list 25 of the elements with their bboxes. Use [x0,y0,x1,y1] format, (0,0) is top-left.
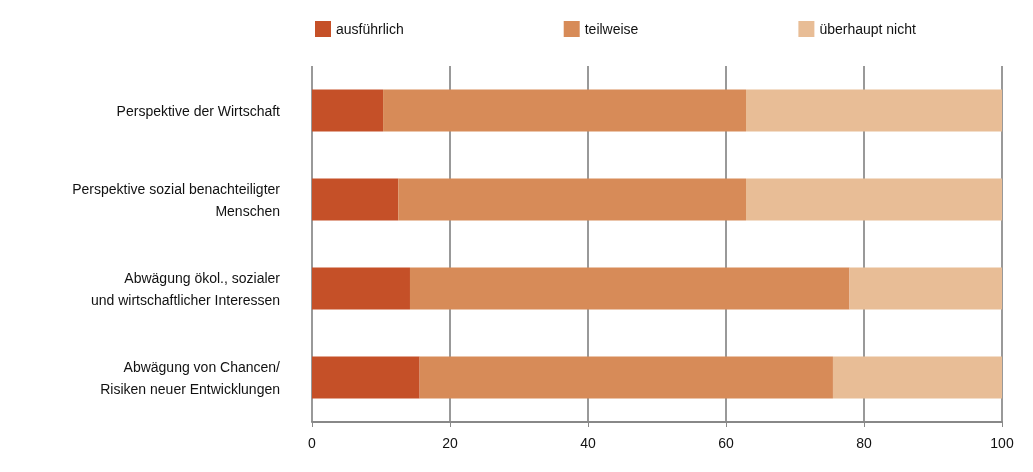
x-tick-label: 100 [990,435,1014,451]
bar [312,89,384,132]
bar [398,178,747,221]
legend-label: ausführlich [336,21,404,37]
bar [746,89,1002,132]
bar [383,89,747,132]
x-tick-label: 60 [718,435,734,451]
y-tick-label: Abwägung ökol., sozialer und wirtschaftlicher Interessen [90,269,281,308]
y-tick-label: Perspektive der Wirtschaft [116,102,281,119]
bar [312,178,399,221]
bar [746,178,1002,221]
y-tick-label: Abwägung von Chancen/ Risiken neuer Entwicklungen [100,358,281,397]
x-tick-label: 0 [308,435,317,451]
bar [419,356,833,399]
y-tick-label: Perspektive sozial benachteiligter Menschen [72,180,281,219]
bar [409,267,850,310]
legend-label: überhaupt nicht [819,21,917,37]
bar [849,267,1002,310]
bar [312,267,410,310]
x-tick-label: 80 [856,435,872,451]
x-tick-label: 40 [580,435,596,451]
x-tick-label: 20 [442,435,458,451]
bar [832,356,1002,399]
bar [312,356,420,399]
legend-label: teilweise [584,21,639,37]
